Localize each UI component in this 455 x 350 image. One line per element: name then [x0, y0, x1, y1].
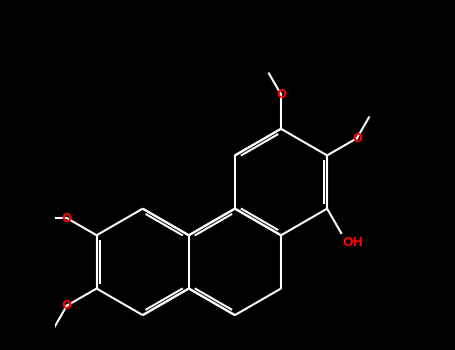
Text: O: O — [352, 132, 362, 145]
Text: O: O — [62, 211, 72, 225]
Text: O: O — [276, 88, 286, 101]
Text: O: O — [62, 299, 72, 312]
Text: OH: OH — [343, 236, 364, 249]
